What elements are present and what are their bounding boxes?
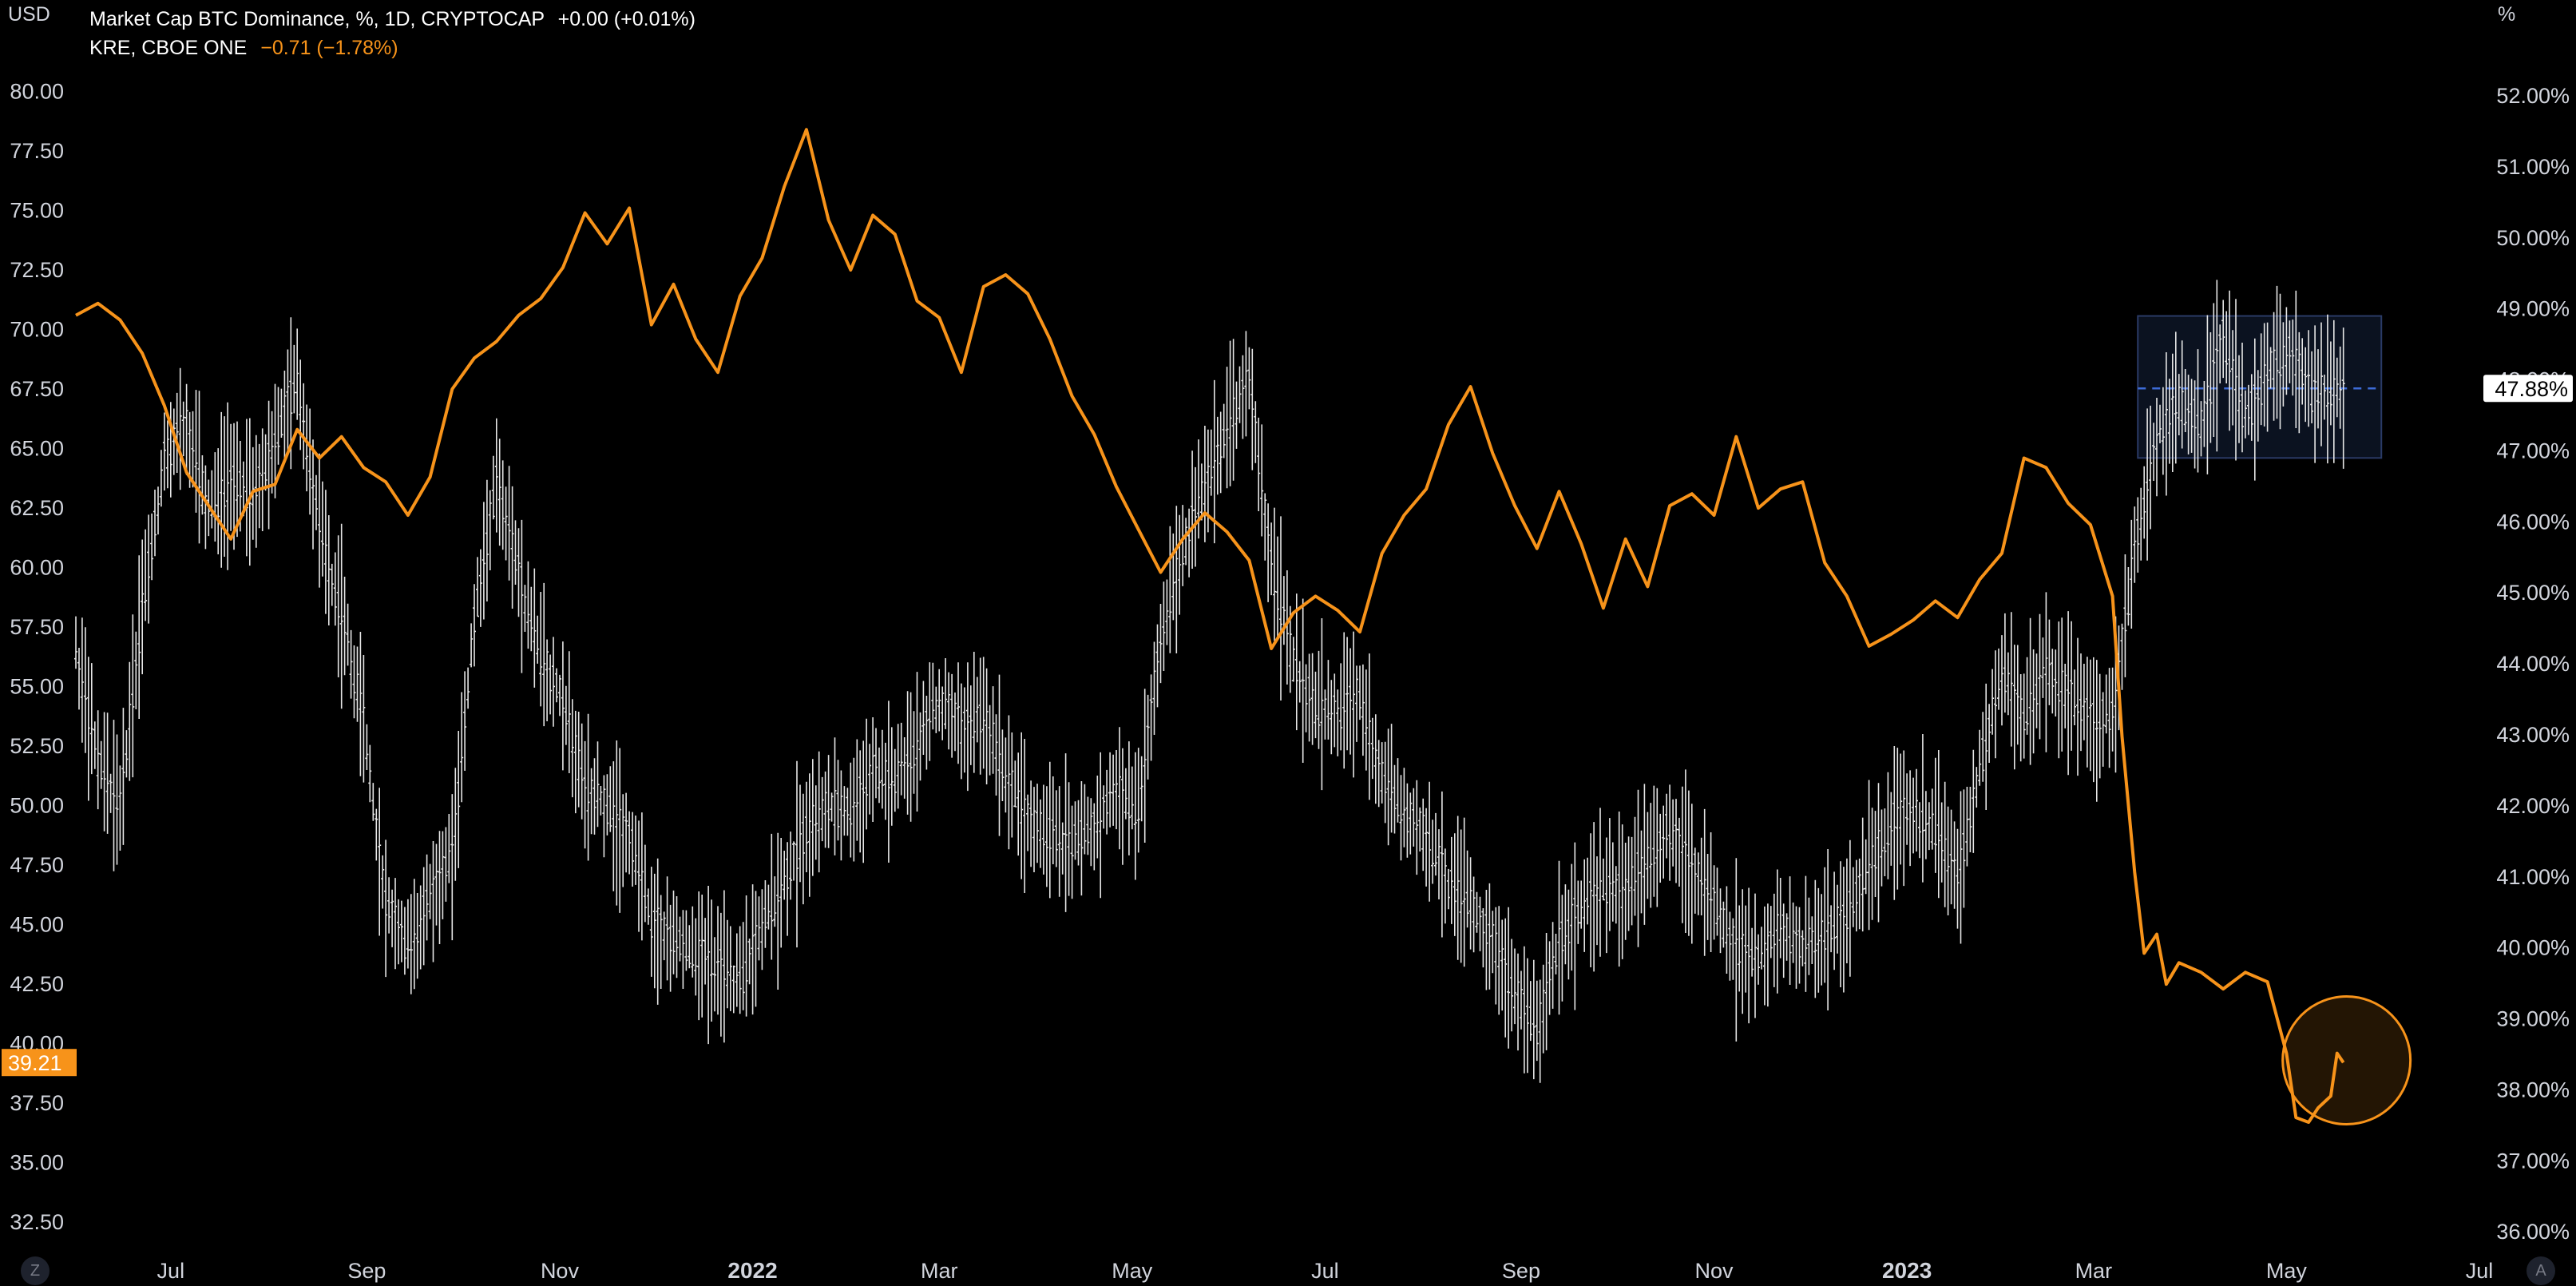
right-tick-label: 36.00% xyxy=(2496,1220,2570,1244)
left-tick-label: 42.50 xyxy=(10,972,64,996)
btc-dominance-series xyxy=(74,280,2345,1083)
legend-row-kre[interactable]: KRE, CBOE ONE −0.71 (−1.78%) xyxy=(89,34,696,62)
left-tick-label: 37.50 xyxy=(10,1091,64,1115)
right-tick-label: 44.00% xyxy=(2496,652,2570,676)
right-tick-label: 43.00% xyxy=(2496,723,2570,747)
time-tick-label: May xyxy=(2266,1259,2308,1283)
legend-btc-name: Market Cap BTC Dominance, %, 1D, CRYPTOC… xyxy=(89,8,545,30)
kre-last-value: 39.21 xyxy=(8,1051,62,1075)
left-axis-unit: USD xyxy=(8,3,50,26)
left-tick-label: 50.00 xyxy=(10,794,64,818)
left-tick-label: 55.00 xyxy=(10,675,64,699)
left-tick-label: 57.50 xyxy=(10,615,64,639)
time-tick-label: Nov xyxy=(541,1259,580,1283)
left-tick-label: 35.00 xyxy=(10,1151,64,1175)
left-tick-label: 32.50 xyxy=(10,1210,64,1234)
left-tick-label: 70.00 xyxy=(10,318,64,342)
left-tick-label: 72.50 xyxy=(10,258,64,282)
time-tick-label: Jul xyxy=(2466,1259,2494,1283)
left-tick-label: 77.50 xyxy=(10,139,64,163)
left-tick-label: 65.00 xyxy=(10,437,64,461)
legend-row-btc[interactable]: Market Cap BTC Dominance, %, 1D, CRYPTOC… xyxy=(89,5,696,34)
left-tick-label: 52.50 xyxy=(10,734,64,758)
right-tick-label: 37.00% xyxy=(2496,1149,2570,1173)
right-tick-label: 46.00% xyxy=(2496,510,2570,534)
time-tick-label: Nov xyxy=(1695,1259,1734,1283)
right-tick-label: 41.00% xyxy=(2496,865,2570,889)
time-tick-label: Mar xyxy=(921,1259,958,1283)
time-tick-label: Jul xyxy=(157,1259,185,1283)
right-tick-label: 47.00% xyxy=(2496,439,2570,462)
right-axis-unit: % xyxy=(2498,3,2516,26)
time-axis[interactable]: Jul Sep Nov 2022 Mar May Jul Sep Nov 2023 Mar May Ju… xyxy=(157,1258,2494,1283)
left-tick-label: 75.00 xyxy=(10,199,64,223)
left-tick-label: 62.50 xyxy=(10,496,64,520)
left-tick-label: 47.50 xyxy=(10,853,64,877)
right-tick-label: 51.00% xyxy=(2496,155,2570,179)
left-tick-label: 45.00 xyxy=(10,913,64,937)
range-box xyxy=(2137,315,2383,459)
right-percent-axis[interactable]: 36.00% 37.00% 38.00% 39.00% 40.00% 41.00% 42.0… xyxy=(2496,84,2570,1244)
time-zone-button[interactable]: Z xyxy=(21,1256,50,1285)
time-tick-label: 2022 xyxy=(727,1258,777,1283)
legend-btc-change: +0.00 (+0.01%) xyxy=(557,8,696,30)
btc-last-value: 47.88% xyxy=(2495,377,2568,401)
right-tick-label: 38.00% xyxy=(2496,1078,2570,1101)
kre-last-value-badge xyxy=(2,1049,77,1077)
right-tick-label: 49.00% xyxy=(2496,297,2570,321)
time-tick-label: May xyxy=(1112,1259,1153,1283)
left-tick-label: 67.50 xyxy=(10,377,64,401)
time-tick-label: Mar xyxy=(2075,1259,2113,1283)
auto-scale-button[interactable]: A xyxy=(2526,1256,2555,1285)
legend: Market Cap BTC Dominance, %, 1D, CRYPTOC… xyxy=(89,5,696,62)
left-tick-label: 80.00 xyxy=(10,80,64,104)
kre-line xyxy=(75,128,2345,1124)
kre-series xyxy=(75,128,2345,1124)
time-tick-label: Sep xyxy=(347,1259,386,1283)
time-tick-label: 2023 xyxy=(1882,1258,1932,1283)
time-tick-label: Jul xyxy=(1311,1259,1339,1283)
right-tick-label: 42.00% xyxy=(2496,794,2570,818)
right-tick-label: 52.00% xyxy=(2496,84,2570,108)
legend-kre-name: KRE, CBOE ONE xyxy=(89,37,248,59)
right-tick-label: 45.00% xyxy=(2496,581,2570,605)
highlight-circle xyxy=(2281,995,2412,1126)
btc-last-value-badge xyxy=(2483,375,2573,403)
legend-kre-change: −0.71 (−1.78%) xyxy=(260,37,398,59)
right-tick-label: 40.00% xyxy=(2496,936,2570,960)
time-tick-label: Sep xyxy=(1502,1259,1540,1283)
btc-bars xyxy=(74,280,2345,1083)
right-tick-label: 50.00% xyxy=(2496,226,2570,250)
left-tick-label: 60.00 xyxy=(10,556,64,580)
right-tick-label: 39.00% xyxy=(2496,1007,2570,1031)
last-value-labels: 39.21 47.88% xyxy=(2,375,2573,1077)
